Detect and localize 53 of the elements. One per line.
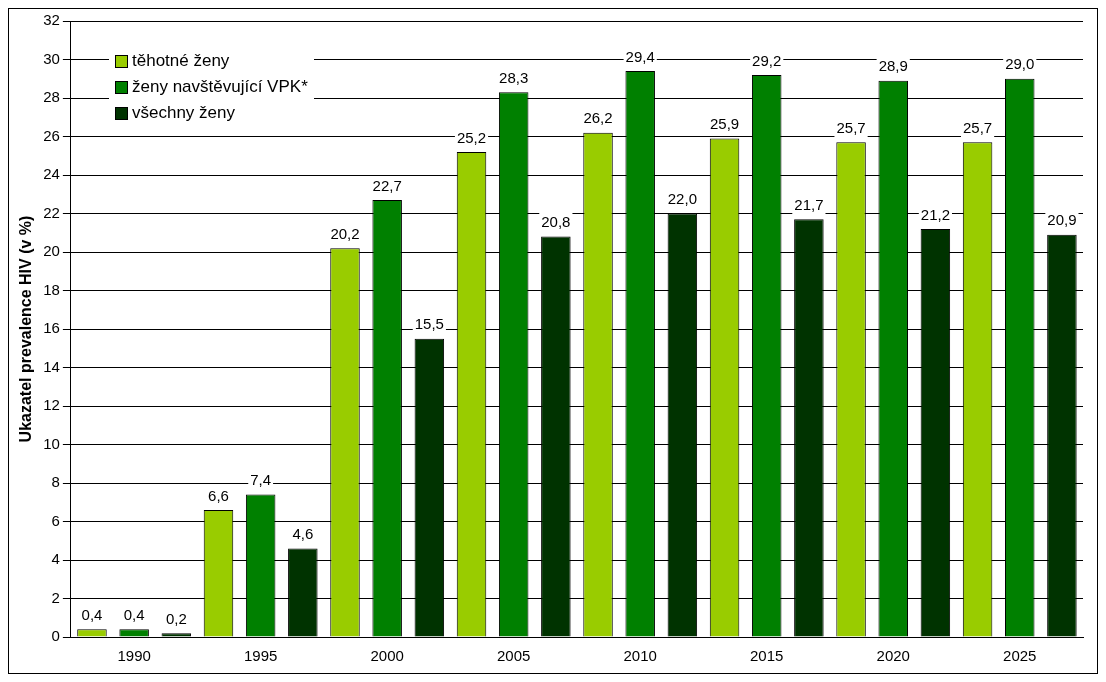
y-tick-label: 18 (43, 280, 60, 298)
y-tick-label: 6 (51, 511, 60, 529)
y-axis-title: Ukazatel prevalence HIV (v %) (17, 215, 35, 443)
data-label: 0,4 (81, 605, 103, 623)
y-tick-label: 16 (43, 319, 60, 337)
data-label: 20,9 (1047, 211, 1077, 229)
y-tick-label: 0 (51, 627, 60, 645)
y-tick-label: 4 (51, 550, 60, 568)
data-label: 29,4 (625, 47, 655, 65)
data-label: 28,9 (878, 57, 908, 75)
legend-label: ženy navštěvující VPK* (132, 77, 308, 97)
data-label: 28,3 (499, 68, 529, 86)
data-label: 0,2 (165, 609, 187, 627)
y-tick-label: 28 (43, 88, 60, 106)
y-tick-label: 32 (43, 11, 60, 29)
data-label: 21,7 (794, 195, 824, 213)
data-label: 4,6 (292, 525, 314, 543)
x-tick-label: 2015 (750, 647, 784, 665)
y-tick-label: 20 (43, 242, 60, 260)
data-label: 22,0 (667, 190, 697, 208)
data-label: 6,6 (208, 486, 229, 504)
data-label: 20,8 (541, 213, 571, 231)
x-tick-label: 2005 (497, 647, 531, 665)
data-label: 25,2 (456, 128, 487, 146)
data-label: 29,2 (752, 51, 782, 69)
data-label: 25,9 (709, 115, 740, 133)
y-tick-label: 10 (43, 434, 60, 452)
y-tick-label: 30 (43, 49, 60, 67)
data-label: 7,4 (250, 471, 272, 489)
x-tick-label: 2020 (876, 647, 910, 665)
data-label: 25,7 (836, 118, 866, 136)
x-tick-label: 2010 (623, 647, 657, 665)
data-label: 25,7 (962, 118, 993, 136)
y-tick-label: 14 (43, 357, 60, 375)
y-tick-label: 26 (43, 126, 60, 144)
data-label: 20,2 (330, 224, 360, 242)
data-label: 26,2 (583, 109, 613, 127)
data-label: 29,0 (1005, 55, 1035, 73)
data-label: 15,5 (414, 315, 444, 333)
x-tick-label: 2025 (1003, 647, 1037, 665)
y-tick-label: 2 (51, 588, 60, 606)
legend-label: těhotné ženy (132, 51, 230, 71)
x-tick-label: 1995 (243, 647, 278, 665)
y-tick-label: 12 (43, 396, 60, 414)
x-tick-label: 1990 (117, 647, 151, 665)
legend-label: všechny ženy (132, 103, 235, 123)
data-label: 21,2 (920, 205, 950, 223)
x-tick-label: 2000 (370, 647, 404, 665)
y-tick-label: 24 (43, 165, 60, 183)
data-label: 22,7 (372, 176, 402, 194)
data-label: 0,4 (123, 605, 145, 623)
y-tick-label: 22 (43, 203, 60, 221)
y-tick-label: 8 (51, 473, 60, 491)
